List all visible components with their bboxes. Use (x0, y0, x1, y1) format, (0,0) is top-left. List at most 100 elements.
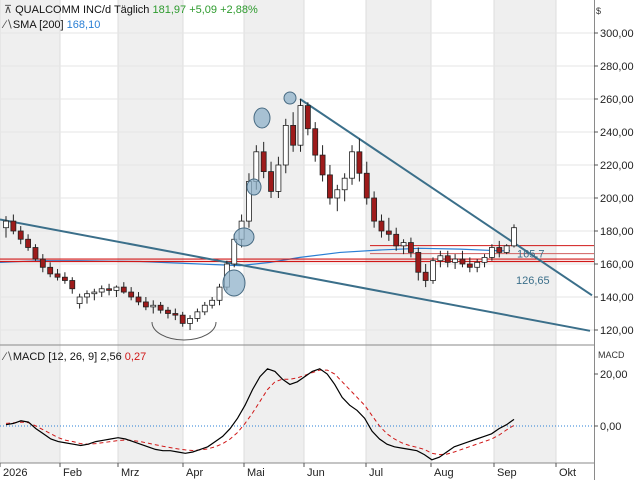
sma-line (0, 247, 511, 267)
pattern-marker (222, 269, 246, 297)
candle-body (356, 151, 363, 174)
candle-body (10, 220, 17, 232)
candle-body (142, 301, 149, 308)
candle-body (201, 304, 208, 313)
candle-body (415, 252, 422, 273)
x-tick-label: Jun (307, 467, 325, 479)
macd-axis-label: MACD (598, 350, 625, 360)
candle-body (349, 151, 355, 179)
candle-body (187, 318, 193, 324)
macd-tick-label: 0,00 (600, 421, 621, 433)
candle-body (466, 263, 473, 268)
candle-body (430, 260, 436, 281)
price-tick-label: 220,00 (600, 160, 634, 172)
level-label-2: 126,65 (516, 275, 550, 287)
candle-body (172, 313, 179, 316)
price-tick-label: 240,00 (600, 127, 634, 139)
price-tick-label: 120,00 (600, 325, 634, 337)
candle-body (98, 288, 105, 293)
candle-body (150, 304, 157, 308)
macd-header: ∕∖MACD [12, 26, 9] 2,56 0,27 (4, 350, 146, 364)
macd-icon: ∕∖ (4, 351, 13, 363)
level-label-1: 165,7 (517, 249, 545, 261)
price-tick-label: 260,00 (600, 94, 634, 106)
indicator-header: ∕∖SMA [200] 168,10 (4, 18, 100, 32)
indicator-name: SMA (12, 19, 37, 31)
candle-body (393, 233, 400, 247)
candle-body (113, 286, 120, 291)
candle-body (378, 220, 385, 232)
candle-body (334, 189, 341, 199)
indicator-value: 168,10 (66, 19, 101, 31)
x-tick-label: Jul (369, 467, 383, 479)
pattern-marker (283, 91, 297, 105)
candle-body (422, 271, 429, 281)
candle-body (3, 220, 9, 229)
candle-body (371, 197, 378, 222)
x-tick-label: Mai (247, 467, 265, 479)
pattern-marker (233, 227, 255, 247)
x-tick-label: Apr (186, 467, 203, 479)
candle-body (25, 238, 31, 248)
candle-body (216, 286, 223, 301)
candle-body (106, 288, 112, 291)
trendline-2 (299, 98, 593, 297)
candle-body (385, 230, 392, 235)
candle-body (17, 230, 24, 240)
candle-body (481, 256, 488, 263)
candle-body (61, 276, 68, 281)
candle-body (319, 154, 326, 176)
price-tick-label: 200,00 (600, 193, 634, 205)
candle-body (39, 258, 46, 268)
price-change: +5,09 (189, 4, 218, 16)
price-tick-label: 140,00 (600, 292, 634, 304)
candle-body (69, 280, 76, 290)
price-tick-label: 160,00 (600, 259, 634, 271)
candle-body (54, 273, 61, 278)
macd-tick-label: 20,00 (600, 369, 628, 381)
candle-body (327, 174, 333, 199)
candle-body (275, 164, 282, 192)
candle-body (459, 258, 466, 265)
macd-signal-line (5, 369, 515, 456)
candle-body (47, 266, 54, 275)
candle-body (437, 255, 444, 262)
x-tick-label: Aug (434, 467, 454, 479)
candle-body (363, 172, 370, 199)
x-tick-label: Sep (497, 467, 517, 479)
pattern-marker (253, 107, 271, 129)
x-tick-label: Mrz (121, 467, 139, 479)
candle-body (128, 291, 135, 298)
macd-name: MACD (12, 351, 46, 363)
last-price: 181,97 (152, 4, 187, 16)
interval-label: Täglich (113, 4, 150, 16)
candle-body (260, 151, 267, 173)
price-header: ⊼ QUALCOMM INC/d Täglich 181,97 +5,09 +2… (4, 3, 258, 17)
indicator-param: [200] (39, 19, 64, 31)
candle-body (290, 125, 297, 146)
pattern-marker (246, 178, 262, 196)
candle-body (194, 311, 201, 319)
macd-value-1: 2,56 (100, 351, 122, 363)
candle-body (282, 125, 289, 166)
candle-body (84, 293, 90, 298)
candle-body (268, 171, 274, 192)
candle-body (91, 291, 98, 295)
candle-body (304, 105, 311, 130)
candle-body (489, 247, 495, 258)
candle-body (496, 247, 503, 253)
price-header-icon: ⊼ (4, 4, 13, 16)
candle-body (474, 261, 481, 268)
macd-value-2: 0,27 (124, 351, 147, 363)
price-tick-label: 300,00 (600, 28, 634, 40)
candle-body (297, 105, 304, 146)
x-tick-label: Okt (559, 467, 576, 479)
candle-body (76, 296, 83, 304)
price-change-pct: +2,88% (220, 4, 258, 16)
candle-body (400, 242, 407, 247)
macd-line (5, 368, 515, 461)
candle-body (341, 177, 348, 191)
candle-body (32, 247, 39, 260)
